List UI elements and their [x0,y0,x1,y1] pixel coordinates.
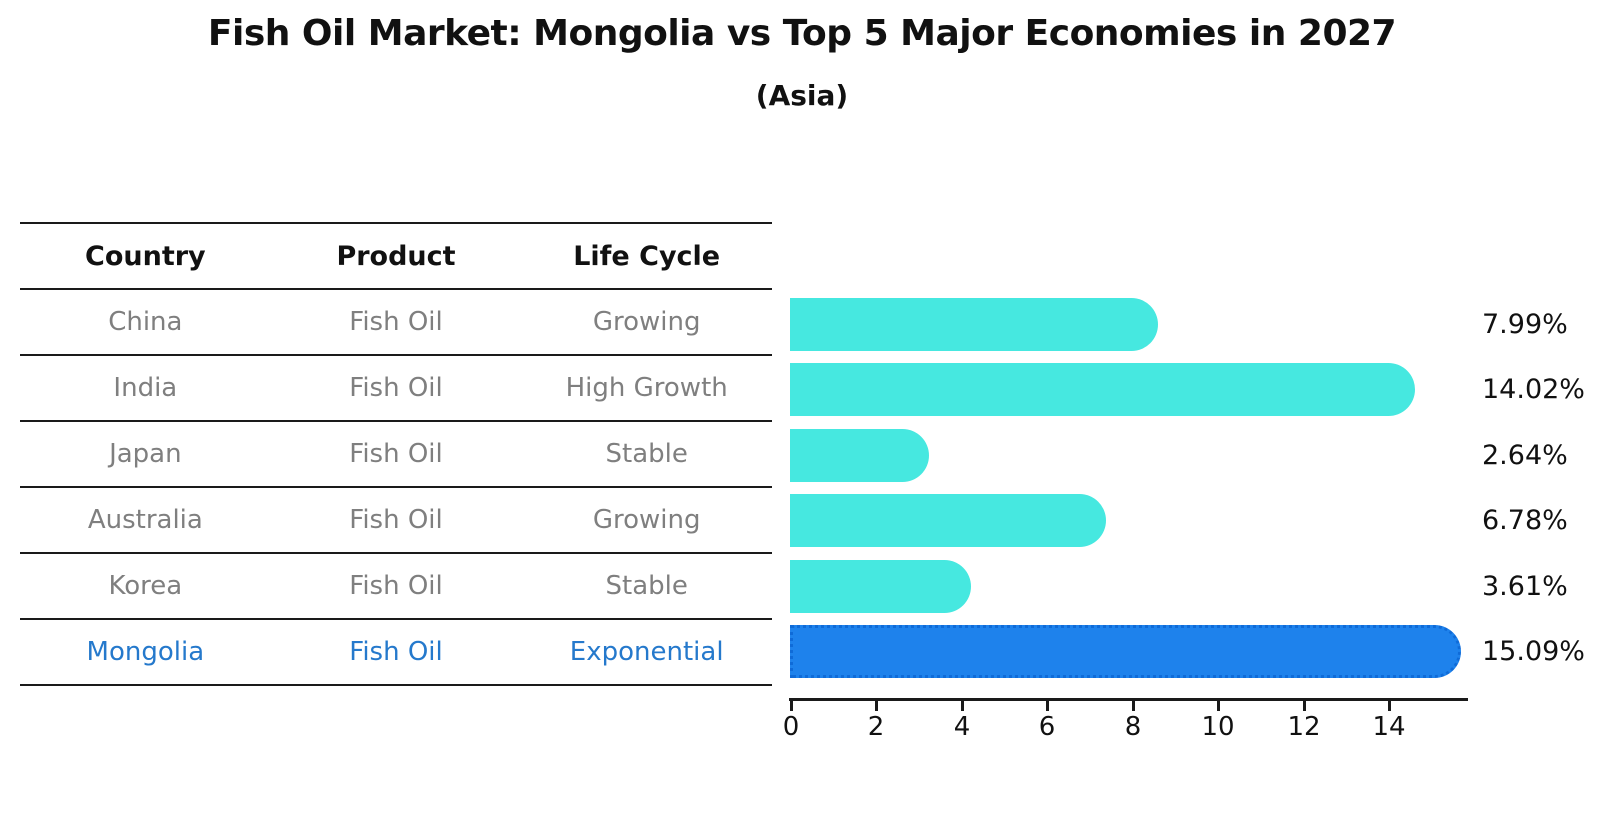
x-axis-tick-label: 2 [867,712,885,742]
x-axis-tick [1132,700,1135,711]
chart-title: Fish Oil Market: Mongolia vs Top 5 Major… [207,13,1397,54]
cell-country: Mongolia [86,637,205,667]
cell-product: Fish Oil [349,373,443,403]
bar-value-label-korea: 3.61% [1482,571,1568,602]
column-header-product: Product [336,240,456,272]
bar-value-label-china: 7.99% [1482,309,1568,340]
x-axis-tick [1046,700,1049,711]
x-axis-line [789,698,1468,701]
x-axis-tick [875,700,878,711]
country-table: Country Product Life Cycle China Fish Oi… [20,222,772,686]
cell-country: China [108,307,183,337]
cell-product: Fish Oil [349,571,443,601]
bar-value-label-japan: 2.64% [1482,440,1568,471]
table-row: Australia Fish Oil Growing [20,486,772,552]
table-row: India Fish Oil High Growth [20,354,772,420]
x-axis-tick [1388,700,1391,711]
cell-product: Fish Oil [349,505,443,535]
table-row: Japan Fish Oil Stable [20,420,772,486]
cell-product: Fish Oil [349,307,443,337]
cell-product: Fish Oil [349,439,443,469]
x-axis-tick-label: 12 [1287,712,1321,742]
bar-china [790,298,1158,351]
x-axis-tick-label: 10 [1201,712,1235,742]
cell-country: Japan [109,439,182,469]
chart-subtitle: (Asia) [755,79,849,112]
x-axis-tick-label: 4 [953,712,971,742]
x-axis-tick-label: 0 [782,712,800,742]
table-header-row: Country Product Life Cycle [20,222,772,288]
x-axis-tick [1217,700,1220,711]
cell-life-cycle: Stable [605,439,688,469]
table-row: Korea Fish Oil Stable [20,552,772,618]
x-axis-tick [1303,700,1306,711]
cell-country: Korea [108,571,183,601]
table-row-mongolia-highlight: Mongolia Fish Oil Exponential [20,618,772,684]
bar-value-label-australia: 6.78% [1482,505,1568,536]
column-header-life-cycle: Life Cycle [573,240,721,272]
bar-australia [790,494,1106,547]
x-axis-tick [790,700,793,711]
bar-value-label-mongolia: 15.09% [1482,636,1585,667]
x-axis-tick [961,700,964,711]
x-axis-tick-label: 6 [1038,712,1056,742]
cell-country: India [113,373,178,403]
bar-korea [790,560,971,613]
bar-mongolia-highlight [790,625,1461,678]
bar-india [790,363,1416,416]
cell-country: Australia [87,505,203,535]
bar-value-label-india: 14.02% [1482,374,1585,405]
cell-life-cycle: Exponential [569,637,724,667]
cell-life-cycle: Growing [592,505,701,535]
x-axis-tick-label: 14 [1372,712,1406,742]
cell-life-cycle: Stable [605,571,688,601]
cell-life-cycle: Growing [592,307,701,337]
cell-product: Fish Oil [349,637,443,667]
x-axis-tick-label: 8 [1124,712,1142,742]
column-header-country: Country [85,240,206,272]
cell-life-cycle: High Growth [565,373,728,403]
bar-japan [790,429,930,482]
table-row: China Fish Oil Growing [20,288,772,354]
